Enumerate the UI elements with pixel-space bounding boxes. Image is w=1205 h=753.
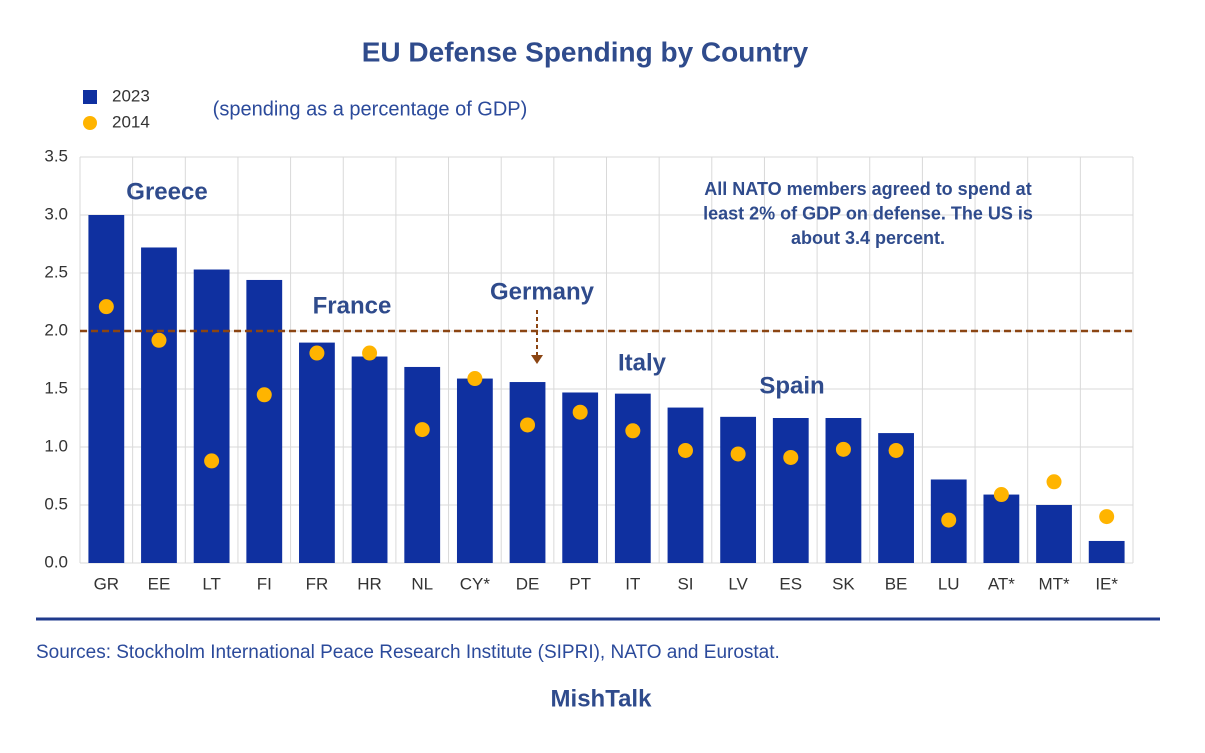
annotation: France [313,292,392,319]
x-tick-label: AT* [988,574,1015,593]
bar [88,215,125,563]
x-tick-label: LT [202,574,221,593]
bar [983,494,1020,563]
dot [835,441,851,457]
x-tick-label: LU [938,574,960,593]
note-line: about 3.4 percent. [791,228,945,248]
bar [772,418,809,563]
bar [825,418,862,563]
y-tick-label: 2.5 [44,262,68,281]
y-tick-label: 2.0 [44,320,68,339]
dot [98,299,114,315]
annotation-arrowhead [531,355,543,364]
x-tick-label: IE* [1095,574,1118,593]
bar [1088,540,1125,563]
dot [309,345,325,361]
y-tick-label: 1.5 [44,378,68,397]
dot [1099,509,1115,525]
bar [404,366,441,563]
dot [151,332,167,348]
legend-swatch [83,116,97,130]
x-tick-label: PT [569,574,591,593]
bar [246,279,283,563]
x-tick-label: EE [148,574,171,593]
annotation: Germany [490,278,595,305]
annotation: Greece [126,178,207,205]
bar [456,378,493,563]
bar [667,407,704,563]
x-tick-label: GR [94,574,120,593]
legend-label: 2023 [112,86,150,105]
annotation: Italy [618,349,667,376]
x-tick-label: SI [677,574,693,593]
bar [351,356,388,563]
dot [414,422,430,438]
bar [141,247,177,564]
dot [888,442,904,458]
footer: MishTalk [551,685,653,712]
x-tick-label: ES [779,574,802,593]
x-tick-label: NL [411,574,433,593]
y-tick-label: 1.0 [44,436,68,455]
x-tick-label: HR [357,574,382,593]
dot [520,417,536,433]
dot [625,423,641,439]
bar [193,269,230,563]
x-tick-label: SK [832,574,855,593]
note-line: least 2% of GDP on defense. The US is [703,203,1033,223]
y-tick-label: 0.5 [44,494,68,513]
dot [467,371,483,387]
x-tick-label: MT* [1038,574,1070,593]
x-tick-label: FI [257,574,272,593]
dot [362,345,378,361]
x-tick-label: IT [625,574,640,593]
note-line: All NATO members agreed to spend at [704,179,1031,199]
x-tick-label: CY* [460,574,491,593]
bar [614,393,651,563]
bar [299,342,335,563]
x-tick-label: FR [306,574,329,593]
chart-title: EU Defense Spending by Country [362,36,809,67]
legend-label: 2014 [112,112,150,131]
dot [941,512,957,528]
y-tick-label: 0.0 [44,552,68,571]
dot [677,442,693,458]
subtitle: (spending as a percentage of GDP) [213,98,528,120]
dot [204,453,220,469]
x-tick-label: DE [516,574,540,593]
x-tick-label: LV [728,574,748,593]
y-tick-label: 3.0 [44,204,68,223]
dot [730,446,746,462]
source: Sources: Stockholm International Peace R… [36,642,780,663]
dot [1046,474,1062,490]
legend-swatch [83,90,97,104]
bar [1036,505,1072,563]
x-tick-label: BE [885,574,908,593]
y-tick-label: 3.5 [44,146,68,165]
dot [256,387,272,403]
dot [572,404,588,420]
bar [509,382,546,563]
dot [783,449,799,465]
dot [993,487,1009,503]
bar [562,392,599,563]
annotation: Spain [759,372,824,399]
bar [720,416,757,563]
